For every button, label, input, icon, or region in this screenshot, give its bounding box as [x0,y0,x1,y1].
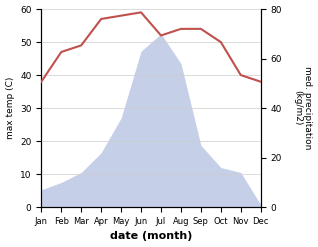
Y-axis label: max temp (C): max temp (C) [5,77,15,139]
Y-axis label: med. precipitation
(kg/m2): med. precipitation (kg/m2) [293,66,313,150]
X-axis label: date (month): date (month) [110,231,192,242]
